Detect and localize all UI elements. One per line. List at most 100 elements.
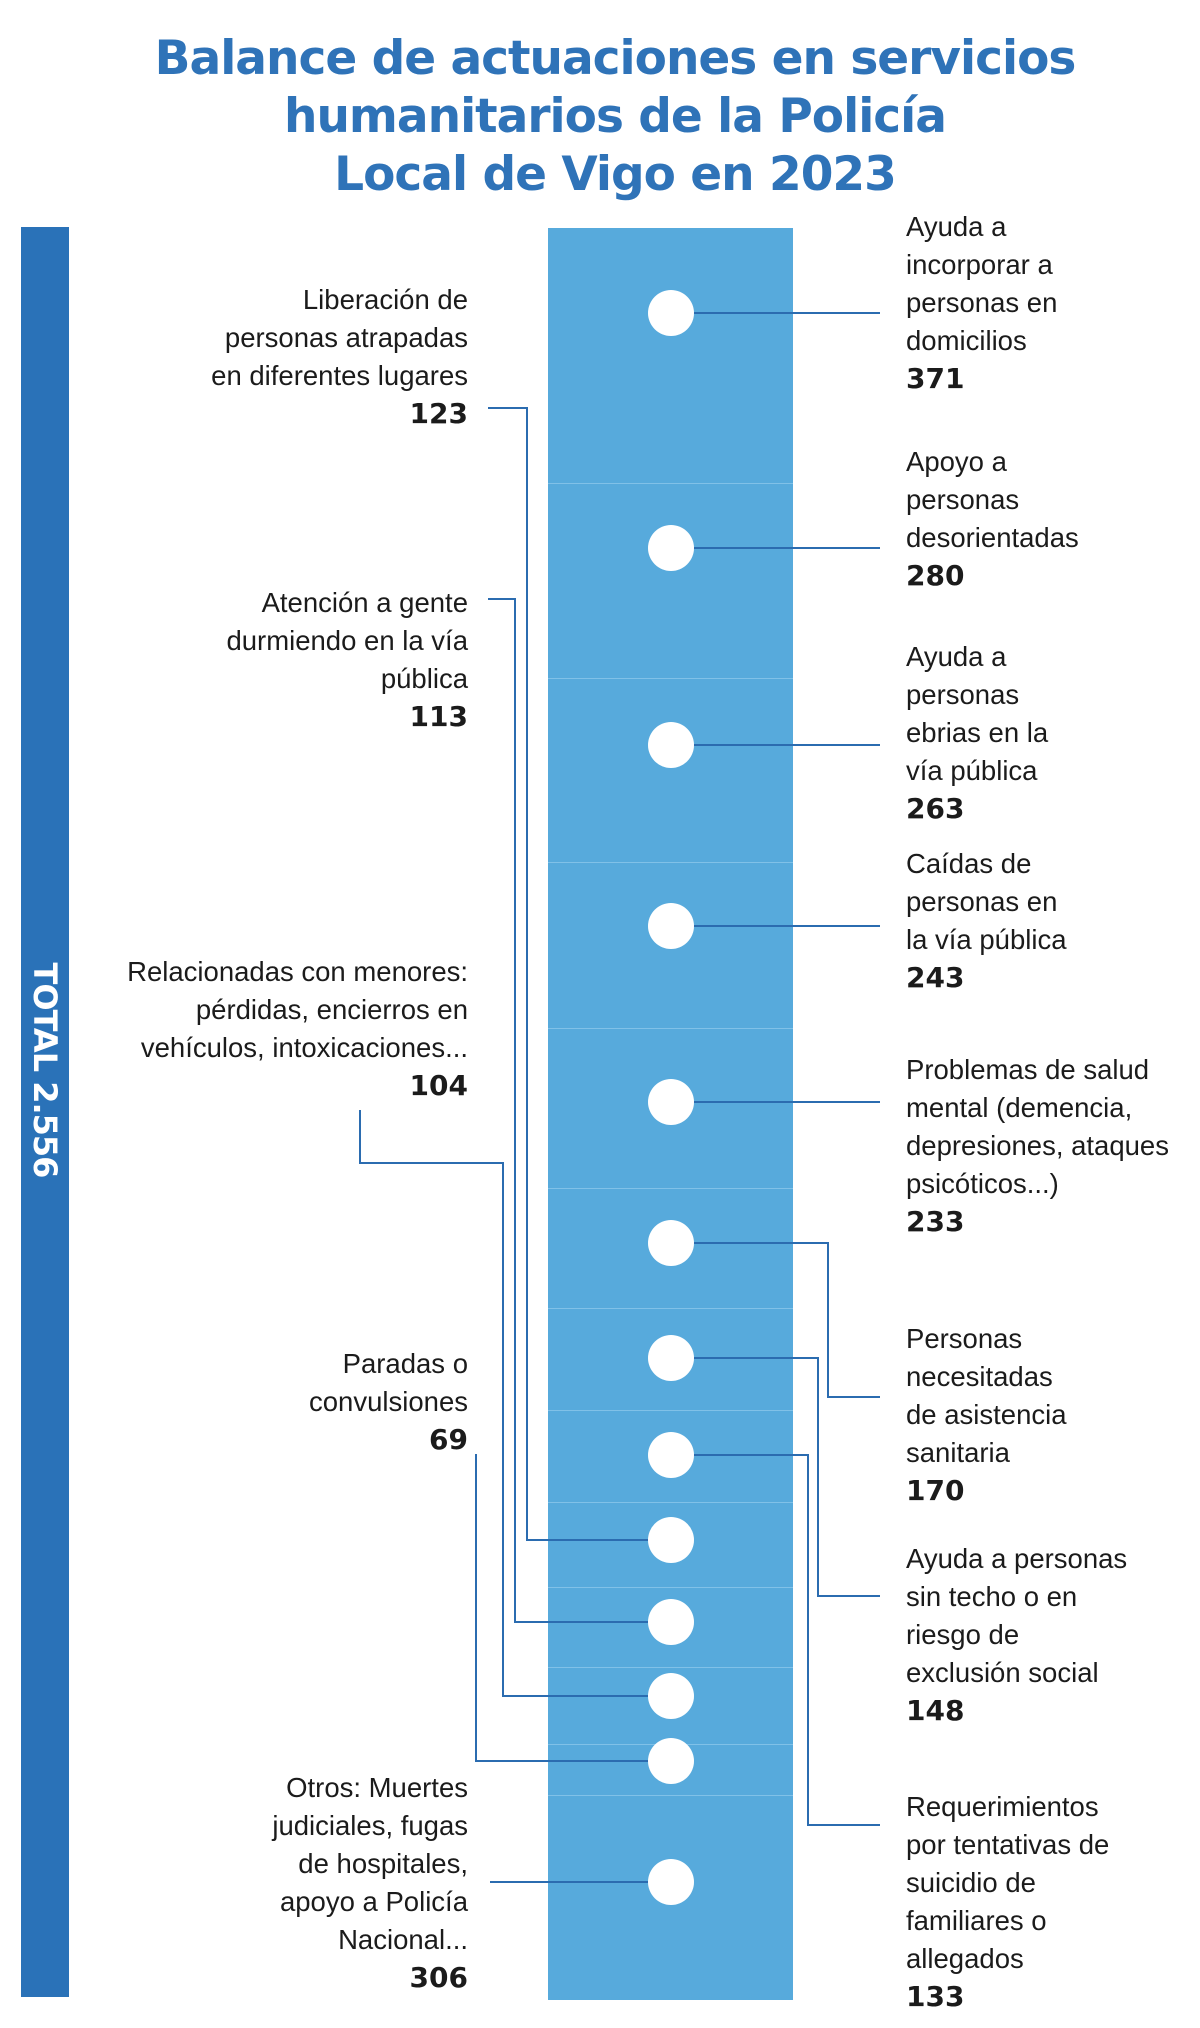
label-text-line: Problemas de salud xyxy=(906,1054,1150,1085)
label-text-line: judiciales, fugas xyxy=(272,1810,468,1841)
label-text-line: riesgo de xyxy=(906,1619,1020,1650)
left-category-label: Otros: Muertes judiciales, fugas de hospit… xyxy=(8,1769,468,1997)
total-bar xyxy=(21,227,69,1997)
connector-line xyxy=(475,1454,648,1762)
title-line-1: Balance de actuaciones en servicios xyxy=(154,31,1077,86)
label-value: 104 xyxy=(409,1069,468,1102)
category-dot xyxy=(648,1517,694,1563)
category-dot xyxy=(648,1859,694,1905)
label-text-line: necesitadas xyxy=(906,1361,1053,1392)
label-text-line: Requerimientos xyxy=(906,1791,1099,1822)
column-divider xyxy=(548,1188,793,1189)
label-text-line: depresiones, ataques xyxy=(906,1130,1169,1161)
connector-line xyxy=(359,1110,648,1697)
label-text-line: domicilios xyxy=(906,325,1027,356)
label-text-line: Ayuda a xyxy=(906,641,1007,672)
label-text-line: incorporar a xyxy=(906,249,1053,280)
category-dot xyxy=(648,525,694,571)
label-value: 306 xyxy=(409,1961,468,1994)
label-text-line: apoyo a Policía xyxy=(279,1886,468,1917)
right-category-label: Ayuda a personas ebrias en la vía pública 26… xyxy=(906,638,1196,828)
label-text-line: Atención a gente xyxy=(261,587,468,618)
label-text-line: por tentativas de xyxy=(906,1829,1110,1860)
category-dot xyxy=(648,722,694,768)
connector-line xyxy=(694,1357,880,1597)
label-text-line: personas en xyxy=(906,886,1058,917)
label-text-line: Otros: Muertes xyxy=(286,1772,468,1803)
label-value: 113 xyxy=(409,700,468,733)
label-text-line: allegados xyxy=(906,1943,1024,1974)
label-text-line: suicidio de xyxy=(906,1867,1036,1898)
connector-line xyxy=(694,1454,880,1826)
column-divider xyxy=(548,1667,793,1668)
label-text-line: personas en xyxy=(906,287,1058,318)
label-value: 123 xyxy=(409,397,468,430)
left-category-label: Liberación de personas atrapadas en difere… xyxy=(8,281,468,433)
label-text-line: Relacionadas con menores: xyxy=(127,956,468,987)
column-divider xyxy=(548,1587,793,1588)
label-text-line: Nacional... xyxy=(338,1924,468,1955)
right-category-label: Apoyo a personas desorientadas 280 xyxy=(906,443,1196,595)
label-text-line: Ayuda a xyxy=(906,211,1007,242)
category-dot xyxy=(648,1220,694,1266)
label-text-line: pérdidas, encierros en xyxy=(195,994,468,1025)
label-text-line: Personas xyxy=(906,1323,1023,1354)
column-divider xyxy=(548,483,793,484)
label-text-line: ebrias en la xyxy=(906,717,1049,748)
label-text-line: Ayuda a personas xyxy=(906,1543,1128,1574)
column-divider xyxy=(548,678,793,679)
label-text-line: Paradas o xyxy=(342,1348,468,1379)
label-value: 263 xyxy=(906,792,965,825)
label-value: 243 xyxy=(906,961,965,994)
column-divider xyxy=(548,1502,793,1503)
label-value: 69 xyxy=(429,1423,468,1456)
chart-title: Balance de actuaciones en servicios huma… xyxy=(0,30,1200,204)
right-category-label: Problemas de salud mental (demencia, depre… xyxy=(906,1051,1196,1241)
title-line-3: Local de Vigo en 2023 xyxy=(334,147,897,202)
label-text-line: vehículos, intoxicaciones... xyxy=(140,1032,468,1063)
column-divider xyxy=(548,1028,793,1029)
category-dot xyxy=(648,290,694,336)
category-dot xyxy=(648,1738,694,1784)
left-category-label: Relacionadas con menores: pérdidas, encie… xyxy=(8,953,468,1105)
left-category-label: Paradas o convulsiones 69 xyxy=(8,1345,468,1459)
category-dot xyxy=(648,1079,694,1125)
category-dot xyxy=(648,1432,694,1478)
connector-line xyxy=(694,1242,880,1398)
label-value: 133 xyxy=(906,1980,965,2013)
category-dot xyxy=(648,1673,694,1719)
label-text-line: Apoyo a xyxy=(906,446,1007,477)
column-divider xyxy=(548,862,793,863)
left-category-label: Atención a gente durmiendo en la vía públi… xyxy=(8,584,468,736)
label-text-line: desorientadas xyxy=(906,522,1079,553)
label-text-line: convulsiones xyxy=(309,1386,468,1417)
category-dot xyxy=(648,1599,694,1645)
category-dot xyxy=(648,1335,694,1381)
connector-line xyxy=(488,598,648,1623)
label-text-line: Caídas de xyxy=(906,848,1032,879)
column-divider xyxy=(548,1410,793,1411)
title-line-2: humanitarios de la Policía xyxy=(284,89,947,144)
label-value: 170 xyxy=(906,1474,965,1507)
connector-line xyxy=(488,407,648,1541)
right-category-label: Personas necesitadas de asistencia sanitari… xyxy=(906,1320,1196,1510)
label-text-line: mental (demencia, xyxy=(906,1092,1133,1123)
right-category-label: Ayuda a personas sin techo o en riesgo de e… xyxy=(906,1540,1196,1730)
label-text-line: la vía pública xyxy=(906,924,1067,955)
label-text-line: Liberación de xyxy=(302,284,468,315)
label-text-line: en diferentes lugares xyxy=(211,360,468,391)
right-category-label: Requerimientos por tentativas de suicidio … xyxy=(906,1788,1196,2016)
label-text-line: de hospitales, xyxy=(298,1848,468,1879)
label-text-line: personas atrapadas xyxy=(224,322,468,353)
right-category-label: Caídas de personas en la vía pública 243 xyxy=(906,845,1196,997)
label-text-line: psicóticos...) xyxy=(906,1168,1059,1199)
label-text-line: sanitaria xyxy=(906,1437,1010,1468)
right-category-label: Ayuda a incorporar a personas en domicilios… xyxy=(906,208,1196,398)
label-value: 371 xyxy=(906,362,965,395)
label-value: 280 xyxy=(906,559,965,592)
label-text-line: sin techo o en xyxy=(906,1581,1078,1612)
label-text-line: de asistencia xyxy=(906,1399,1067,1430)
label-text-line: personas xyxy=(906,679,1020,710)
label-text-line: familiares o xyxy=(906,1905,1047,1936)
